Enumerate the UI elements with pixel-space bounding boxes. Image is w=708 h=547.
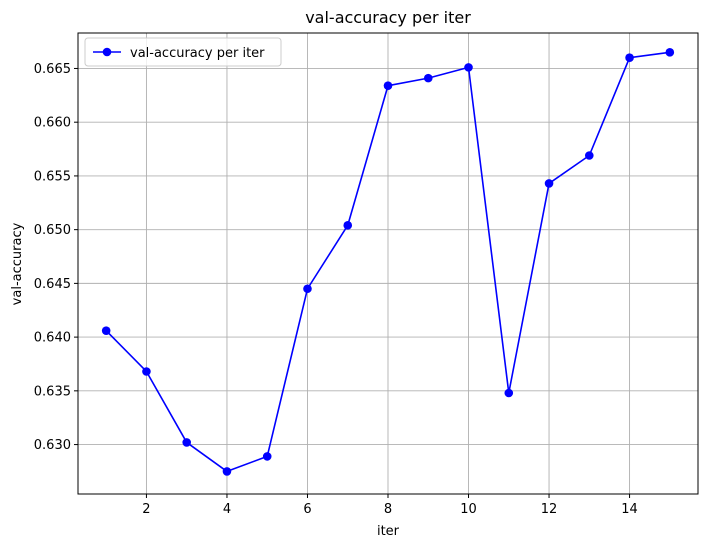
legend-box <box>84 37 282 67</box>
data-point <box>383 81 393 90</box>
data-point <box>464 63 473 72</box>
x-tick-label: 8 <box>384 502 392 517</box>
data-point <box>584 151 594 160</box>
data-point <box>504 388 514 398</box>
y-tick-label: 0.630 <box>34 438 71 453</box>
data-point <box>625 53 634 63</box>
chart-title: val-accuracy per iter <box>305 8 471 27</box>
legend-marker <box>102 47 112 57</box>
legend-label: val-accuracy per iter <box>130 46 265 61</box>
y-tick-label: 0.640 <box>34 331 71 346</box>
y-tick-label: 0.660 <box>34 116 71 131</box>
y-tick-label: 0.665 <box>34 62 71 77</box>
y-axis-ticks: 0.630 0.635 0.640 0.645 0.650 0.655 0.660 0.665 <box>34 62 78 453</box>
x-tick-label: 6 <box>303 502 311 517</box>
data-point <box>101 326 111 335</box>
x-tick-label: 2 <box>142 502 150 517</box>
y-tick-label: 0.645 <box>34 277 71 292</box>
data-point <box>665 48 675 57</box>
data-point <box>423 73 433 83</box>
x-tick-label: 4 <box>223 502 231 517</box>
grid <box>78 33 698 494</box>
y-tick-label: 0.650 <box>34 223 71 238</box>
x-tick-label: 12 <box>541 502 558 517</box>
x-axis-ticks: 2 4 6 8 10 12 14 <box>142 494 638 517</box>
x-tick-label: 14 <box>621 502 638 517</box>
y-tick-label: 0.655 <box>34 169 71 184</box>
data-point <box>343 221 353 230</box>
data-point <box>182 438 192 447</box>
data-point <box>142 367 151 376</box>
data-point <box>303 284 312 294</box>
data-point <box>544 179 554 188</box>
series-line <box>101 48 675 476</box>
legend: val-accuracy per iter <box>84 37 282 67</box>
data-point <box>222 467 232 476</box>
x-tick-label: 10 <box>460 502 477 517</box>
y-tick-label: 0.635 <box>34 384 71 399</box>
y-axis-label: val-accuracy <box>10 222 25 305</box>
x-axis-label: iter <box>377 524 400 539</box>
data-point <box>262 452 272 461</box>
